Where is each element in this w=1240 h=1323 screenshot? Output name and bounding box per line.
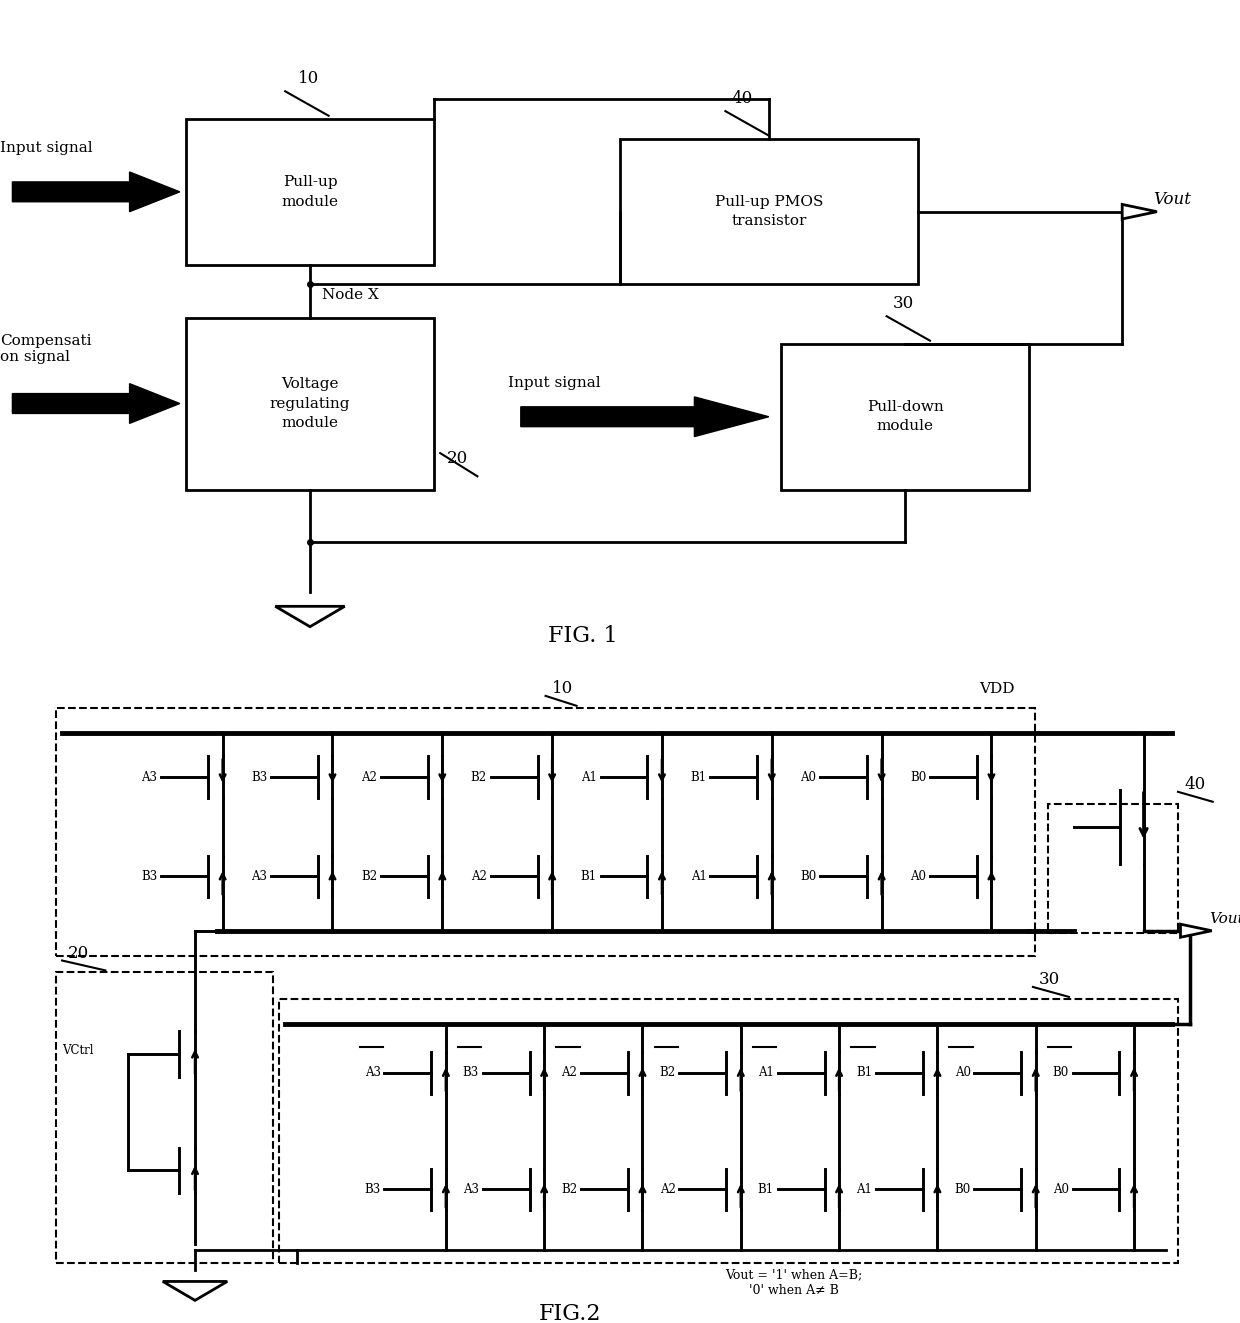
Bar [186, 119, 434, 265]
Bar [620, 139, 918, 284]
Text: FIG.2: FIG.2 [539, 1303, 601, 1323]
Text: Input signal: Input signal [508, 376, 601, 390]
Text: VCtrl: VCtrl [62, 1044, 93, 1057]
Text: B1: B1 [758, 1183, 774, 1196]
Text: A2: A2 [361, 771, 377, 783]
Text: A2: A2 [471, 871, 487, 882]
Text: Input signal: Input signal [0, 142, 93, 155]
Text: Pull-up
module: Pull-up module [281, 175, 339, 209]
Text: FIG. 1: FIG. 1 [548, 624, 618, 647]
Text: B2: B2 [562, 1183, 578, 1196]
Text: Vout: Vout [1209, 912, 1240, 926]
Text: A1: A1 [691, 871, 707, 882]
Bar [781, 344, 1029, 490]
Bar [279, 999, 1178, 1263]
Text: B0: B0 [800, 871, 816, 882]
Text: A0: A0 [910, 871, 926, 882]
Polygon shape [1122, 204, 1157, 218]
Text: 30: 30 [893, 295, 914, 312]
Text: Vout: Vout [1153, 191, 1192, 208]
Text: Node X: Node X [322, 288, 379, 302]
Text: 20: 20 [68, 945, 89, 962]
Bar [56, 708, 1035, 955]
Text: A2: A2 [562, 1066, 578, 1080]
Text: B2: B2 [361, 871, 377, 882]
Text: A0: A0 [955, 1066, 971, 1080]
Text: Voltage
regulating
module: Voltage regulating module [270, 377, 350, 430]
Text: 40: 40 [732, 90, 753, 107]
Text: 20: 20 [446, 450, 467, 467]
Polygon shape [162, 1282, 227, 1301]
Text: B3: B3 [250, 771, 268, 783]
Text: B3: B3 [141, 871, 157, 882]
Text: B1: B1 [691, 771, 707, 783]
Text: A3: A3 [141, 771, 157, 783]
Text: B0: B0 [955, 1183, 971, 1196]
Text: A3: A3 [365, 1066, 381, 1080]
Text: A3: A3 [252, 871, 268, 882]
Text: VDD: VDD [980, 683, 1016, 696]
FancyArrow shape [12, 384, 180, 423]
Text: B2: B2 [471, 771, 487, 783]
Text: A0: A0 [801, 771, 816, 783]
Text: Pull-down
module: Pull-down module [867, 400, 944, 434]
Text: 10: 10 [298, 70, 319, 87]
Bar [1048, 804, 1178, 933]
Polygon shape [1180, 925, 1211, 937]
Text: A0: A0 [1053, 1183, 1069, 1196]
Text: B1: B1 [580, 871, 596, 882]
Bar [56, 972, 273, 1263]
Text: A1: A1 [758, 1066, 774, 1080]
Text: 10: 10 [552, 680, 573, 697]
Text: 40: 40 [1184, 777, 1205, 794]
Text: A3: A3 [463, 1183, 479, 1196]
Text: A1: A1 [580, 771, 596, 783]
FancyArrow shape [521, 397, 769, 437]
Text: Compensati
on signal: Compensati on signal [0, 333, 92, 364]
Text: B3: B3 [365, 1183, 381, 1196]
Bar [186, 318, 434, 490]
Polygon shape [275, 606, 345, 627]
Text: A1: A1 [857, 1183, 872, 1196]
Text: B0: B0 [1053, 1066, 1069, 1080]
Text: B1: B1 [856, 1066, 872, 1080]
Text: B3: B3 [463, 1066, 479, 1080]
Text: B0: B0 [910, 771, 926, 783]
Text: B2: B2 [660, 1066, 676, 1080]
Text: 30: 30 [1039, 971, 1060, 988]
Text: A2: A2 [660, 1183, 676, 1196]
Text: Pull-up PMOS
transistor: Pull-up PMOS transistor [714, 194, 823, 229]
Text: Vout = '1' when A=B;
      '0' when A≠ B: Vout = '1' when A=B; '0' when A≠ B [725, 1269, 863, 1297]
FancyArrow shape [12, 172, 180, 212]
